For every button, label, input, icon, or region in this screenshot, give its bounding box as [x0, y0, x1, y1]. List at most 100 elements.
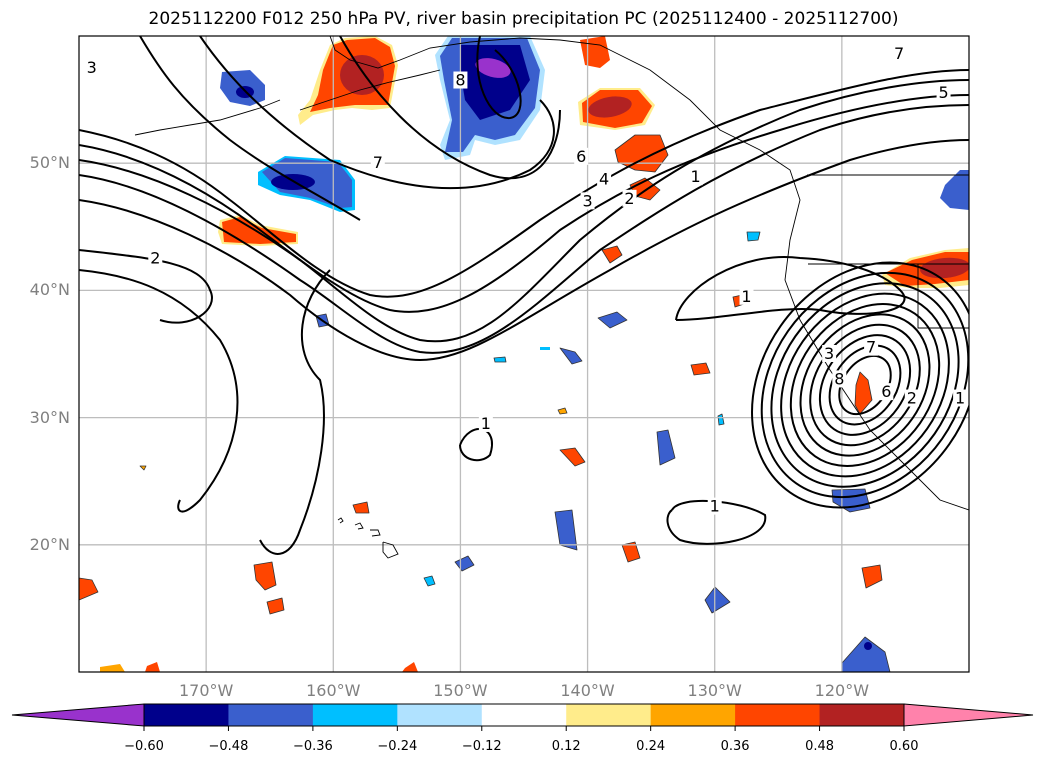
- precip-blob: [746, 231, 761, 242]
- precip-blob: [266, 597, 285, 615]
- colorbar-segment: [566, 704, 652, 726]
- contour-label: 8: [834, 369, 844, 388]
- map-frame: [78, 35, 970, 673]
- precip-blob: [559, 447, 586, 467]
- chart-title: 2025112200 F012 250 hPa PV, river basin …: [148, 9, 899, 29]
- precip-blob: [100, 664, 125, 672]
- aleutians-west: [134, 99, 281, 136]
- contour-label: 4: [599, 170, 609, 189]
- precip-blob: [861, 564, 883, 589]
- hawaii: [337, 517, 344, 524]
- precip-blob: [79, 577, 99, 601]
- contour-label-bg: [707, 497, 722, 515]
- pv-contour: [459, 428, 493, 462]
- precip-blob: [493, 356, 507, 363]
- colorbar-frame: [143, 703, 905, 727]
- contour-label: 1: [481, 414, 491, 433]
- precip-blob: [145, 662, 160, 672]
- precip-blob: [454, 555, 475, 572]
- colorbar-tick-label: 0.12: [551, 739, 581, 754]
- precip-blob: [253, 561, 277, 591]
- colorbar-tick-label: −0.60: [124, 739, 164, 754]
- contour-label-bg: [739, 287, 754, 305]
- precip-blob: [352, 501, 370, 514]
- lon-label: 160°W: [306, 681, 361, 700]
- colorbar: [11, 703, 1034, 731]
- contour-label-bg: [622, 189, 637, 207]
- colorbar-tick-label: 0.36: [720, 739, 750, 754]
- pv-contour-closed: [780, 292, 950, 478]
- colorbar-tick-label: 0.60: [889, 739, 919, 754]
- pv-contour: [675, 255, 906, 321]
- aleutians: [299, 69, 441, 111]
- pv-contour: [79, 94, 969, 313]
- lon-label: 130°W: [687, 681, 742, 700]
- hawaii: [370, 529, 381, 537]
- contour-label-bg: [478, 414, 493, 432]
- contour-label-bg: [597, 170, 612, 188]
- pv-contour-closed: [770, 282, 960, 488]
- colorbar-segment: [650, 704, 736, 726]
- pv-contour: [339, 36, 561, 180]
- contour-label-bg: [879, 383, 894, 401]
- contour-label-bg: [370, 154, 385, 172]
- precip-blob: [475, 58, 511, 78]
- colorbar-segment: [312, 704, 398, 726]
- contour-label-bg: [864, 338, 879, 356]
- contour-label: 1: [691, 167, 701, 186]
- contour-label: 3: [582, 191, 592, 210]
- pv-contour: [79, 249, 213, 324]
- pv-contour: [259, 269, 331, 555]
- lat-label: 40°N: [29, 280, 70, 300]
- precip-blob: [340, 55, 384, 95]
- hawaii: [354, 522, 364, 530]
- colorbar-segment: [144, 704, 229, 726]
- gridlines: [79, 36, 969, 672]
- contour-label: 3: [87, 58, 97, 77]
- precip-blob: [601, 245, 623, 264]
- colorbar-extend-max: [903, 703, 1034, 727]
- contour-label-bg: [832, 370, 847, 388]
- colorbar-tick-label: −0.48: [208, 739, 249, 754]
- contour-label-bg: [822, 345, 837, 362]
- contour-label-bg: [936, 84, 951, 102]
- precip-blob: [139, 465, 147, 471]
- contour-label: 1: [955, 389, 965, 408]
- colorbar-tick-label: 0.48: [805, 739, 835, 754]
- lon-label: 170°W: [178, 681, 234, 700]
- contour-label: 2: [624, 189, 634, 208]
- contour-label: 7: [866, 338, 876, 357]
- precip-blob: [557, 407, 568, 415]
- contour-label: 3: [824, 344, 834, 363]
- lat-label: 30°N: [29, 407, 70, 427]
- hawaii: [382, 541, 399, 559]
- precip-blob: [402, 662, 418, 672]
- contour-label-bg: [904, 389, 919, 407]
- pv-contour: [666, 500, 767, 545]
- pv-contour: [199, 36, 555, 190]
- colorbar-segment: [228, 704, 314, 726]
- precip-blob: [864, 642, 872, 650]
- colorbar-extend-min: [11, 703, 145, 727]
- pv-contour-closed: [751, 261, 969, 509]
- contour-label: 5: [938, 83, 948, 102]
- contour-label-bg: [574, 147, 589, 165]
- pv-contour: [79, 79, 969, 343]
- precip-blob: [690, 362, 711, 376]
- contour-label: 8: [455, 71, 465, 90]
- pv-contour-closed: [799, 313, 931, 457]
- precip-blob: [621, 541, 641, 563]
- pv-contours: [79, 36, 969, 555]
- precip-blob: [554, 509, 578, 551]
- colorbar-segment: [735, 704, 821, 726]
- contour-label-bg: [84, 58, 99, 76]
- lon-label: 150°W: [433, 681, 488, 700]
- contour-label: 6: [576, 147, 586, 166]
- contour-label: 7: [373, 153, 383, 172]
- pv-contour: [79, 269, 239, 513]
- pv-contour: [476, 36, 522, 120]
- precip-blob: [423, 575, 436, 587]
